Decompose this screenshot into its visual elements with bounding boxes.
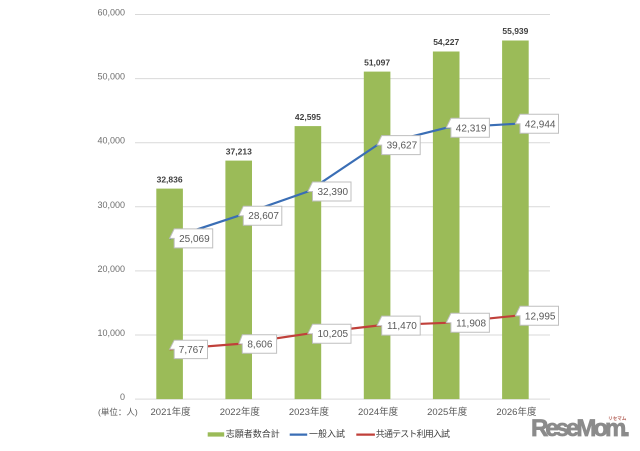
svg-text:20,000: 20,000 [97,264,125,274]
svg-text:10,000: 10,000 [97,328,125,338]
svg-text:2024年度: 2024年度 [358,406,399,418]
svg-text:32,390: 32,390 [318,187,349,198]
svg-text:11,470: 11,470 [387,321,417,332]
svg-text:2025年度: 2025年度 [427,406,468,418]
svg-text:28,607: 28,607 [248,211,279,222]
svg-text:54,227: 54,227 [433,37,459,47]
svg-text:37,213: 37,213 [226,146,252,156]
svg-text:2026年度: 2026年度 [496,406,537,418]
svg-text:2023年度: 2023年度 [289,406,330,418]
svg-text:12,995: 12,995 [525,311,556,322]
svg-text:40,000: 40,000 [97,136,125,146]
svg-text:2022年度: 2022年度 [220,406,261,418]
svg-text:一般入試: 一般入試 [309,428,345,439]
svg-text:10,205: 10,205 [318,329,349,340]
svg-text:(単位：人): (単位：人) [98,407,138,417]
svg-text:8,606: 8,606 [247,339,272,350]
svg-text:25,069: 25,069 [179,234,210,245]
svg-text:志願者数合計: 志願者数合計 [226,428,280,439]
svg-text:42,319: 42,319 [456,123,487,134]
svg-text:39,627: 39,627 [387,141,418,152]
svg-text:42,595: 42,595 [295,112,321,122]
svg-text:共通テスト利用入試: 共通テスト利用入試 [376,428,450,439]
svg-text:30,000: 30,000 [97,200,125,210]
svg-text:7,767: 7,767 [179,345,204,356]
svg-text:2021年度: 2021年度 [151,406,192,418]
svg-text:55,939: 55,939 [502,26,528,36]
svg-text:32,836: 32,836 [157,174,183,184]
svg-text:11,908: 11,908 [456,318,486,329]
svg-text:42,944: 42,944 [525,119,556,130]
svg-text:60,000: 60,000 [97,8,125,18]
svg-text:0: 0 [120,392,125,402]
svg-text:50,000: 50,000 [97,72,125,82]
svg-text:51,097: 51,097 [364,57,390,67]
